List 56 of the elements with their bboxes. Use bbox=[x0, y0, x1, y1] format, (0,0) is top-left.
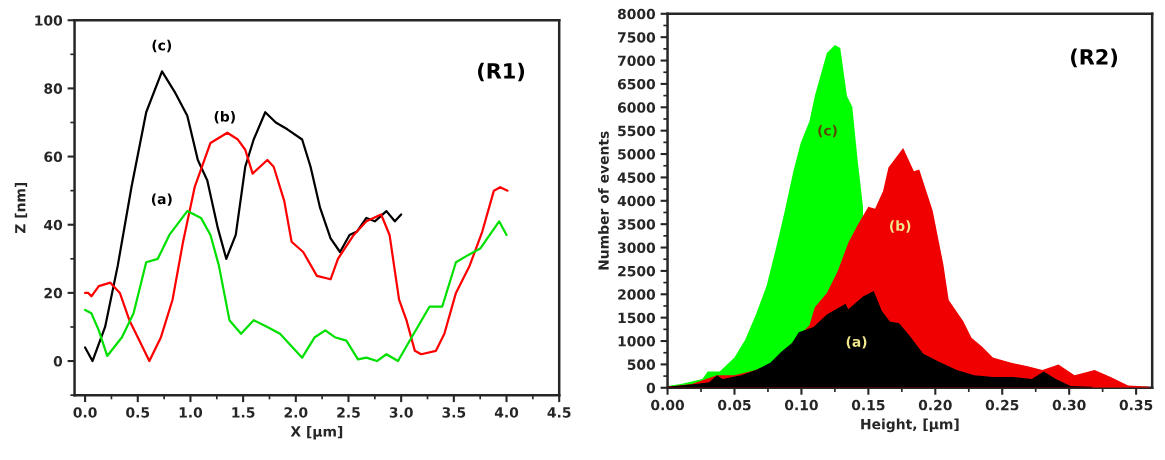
annotation: (a) bbox=[846, 336, 867, 349]
annotation: (R1) bbox=[478, 62, 525, 82]
x-tick-label: 2.0 bbox=[284, 407, 308, 418]
y-tick-label: 0 bbox=[646, 382, 656, 394]
x-tick-label: 0.00 bbox=[651, 399, 685, 411]
y-tick-label: 2500 bbox=[618, 265, 656, 277]
y-tick-label: 5000 bbox=[618, 149, 656, 160]
x-tick-label: 0.0 bbox=[73, 407, 97, 418]
y-tick-label: 6500 bbox=[617, 78, 656, 90]
x-tick-label: 4.0 bbox=[494, 407, 519, 418]
x-tick-label: 4.5 bbox=[547, 407, 571, 418]
y-tick-label: 80 bbox=[44, 83, 63, 94]
x-tick-label: 2.5 bbox=[337, 407, 360, 418]
y-tick-label: 6000 bbox=[617, 102, 656, 113]
y-tick-label: 8000 bbox=[617, 8, 656, 20]
y-tick-label: 2000 bbox=[618, 289, 656, 300]
y-tick-label: 7000 bbox=[618, 55, 656, 67]
x-tick-label: 3.0 bbox=[389, 407, 413, 418]
y-tick-label: 3500 bbox=[618, 219, 656, 230]
y-tick-label: 4000 bbox=[617, 195, 656, 207]
y-tick-label: 5500 bbox=[618, 125, 656, 137]
x-axis-title: Height, [µm] bbox=[861, 418, 959, 433]
annotation: (R2) bbox=[1071, 48, 1118, 68]
y-tick-label: 20 bbox=[44, 287, 63, 299]
x-tick-label: 0.20 bbox=[918, 399, 952, 411]
x-tick-label: 0.15 bbox=[851, 399, 885, 411]
x-tick-label: 0.10 bbox=[784, 399, 818, 411]
y-tick-label: 40 bbox=[44, 219, 63, 231]
y-axis-title: Number of events bbox=[598, 131, 609, 270]
y-tick-label: 1500 bbox=[618, 312, 656, 324]
y-tick-label: 3000 bbox=[618, 242, 656, 254]
x-axis-title: X [µm] bbox=[290, 425, 343, 440]
line-series bbox=[83, 70, 403, 363]
y-tick-label: 60 bbox=[44, 151, 63, 163]
annotation: (c) bbox=[152, 39, 172, 53]
annotation: (a) bbox=[151, 193, 172, 206]
y-tick-label: 500 bbox=[627, 359, 656, 370]
x-tick-label: 1.5 bbox=[232, 407, 255, 418]
y-tick-label: 4500 bbox=[617, 172, 656, 183]
x-tick-label: 3.5 bbox=[442, 407, 466, 418]
y-axis-title: Z [nm] bbox=[14, 182, 28, 234]
y-tick-label: 1000 bbox=[618, 336, 656, 347]
x-tick-label: 0.5 bbox=[126, 407, 150, 418]
x-tick-label: 0.35 bbox=[1119, 399, 1153, 411]
x-tick-label: 1.0 bbox=[179, 407, 203, 418]
x-tick-label: 0.05 bbox=[718, 399, 751, 411]
y-tick-label: 7500 bbox=[618, 32, 656, 43]
annotation: (b) bbox=[214, 110, 235, 124]
line-series bbox=[83, 131, 509, 363]
y-tick-label: 0 bbox=[53, 356, 63, 367]
annotation: (b) bbox=[890, 220, 911, 233]
x-tick-label: 0.30 bbox=[1052, 399, 1086, 411]
y-tick-label: 100 bbox=[35, 15, 63, 26]
line-series bbox=[83, 209, 508, 363]
x-tick-label: 0.25 bbox=[985, 399, 1019, 411]
annotation: (c) bbox=[818, 124, 837, 138]
